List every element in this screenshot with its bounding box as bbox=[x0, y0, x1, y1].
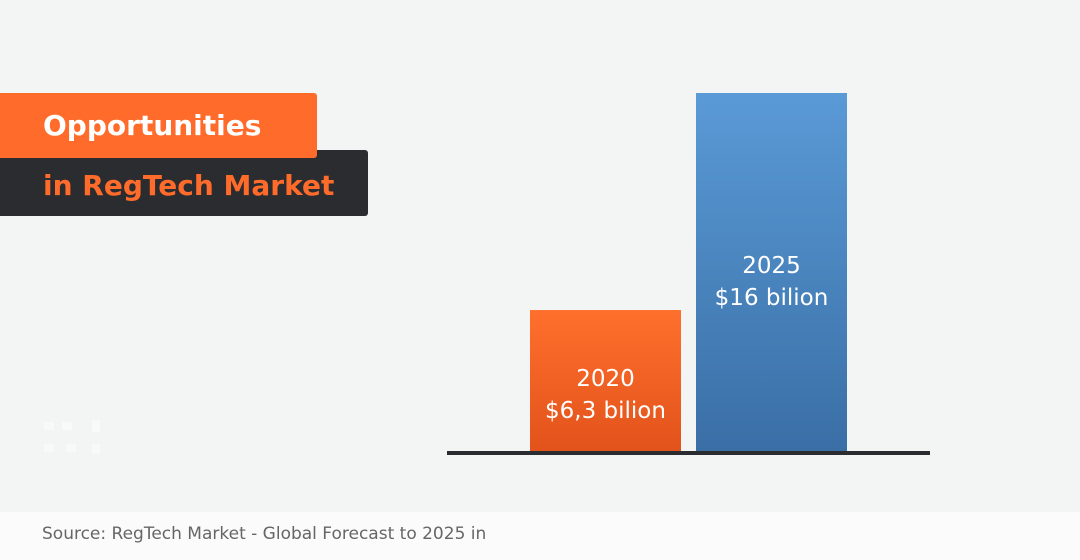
logo-icon bbox=[44, 420, 100, 454]
source-note: Source: RegTech Market - Global Forecast… bbox=[42, 524, 487, 544]
footer bbox=[0, 512, 1080, 560]
title-line-2: in RegTech Market bbox=[0, 150, 368, 216]
bar-2025 bbox=[696, 93, 847, 451]
data-label-year: 2025 bbox=[742, 253, 801, 279]
data-label-value: $6,3 bilion bbox=[545, 398, 666, 424]
data-label-year: 2020 bbox=[576, 366, 635, 392]
data-label-value: $16 bilion bbox=[715, 285, 829, 311]
bar-2020 bbox=[530, 310, 681, 451]
title-line-1: Opportunities bbox=[0, 93, 317, 158]
